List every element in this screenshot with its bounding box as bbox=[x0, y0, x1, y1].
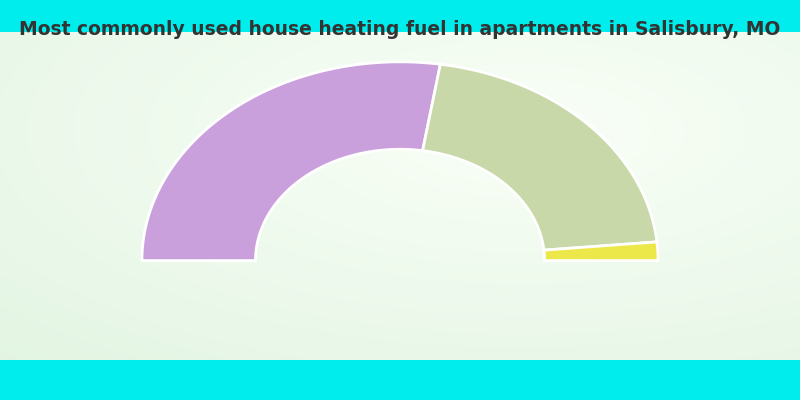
Polygon shape bbox=[422, 64, 657, 250]
Polygon shape bbox=[544, 242, 658, 261]
Polygon shape bbox=[142, 62, 440, 261]
Text: Most commonly used house heating fuel in apartments in Salisbury, MO: Most commonly used house heating fuel in… bbox=[19, 20, 781, 39]
